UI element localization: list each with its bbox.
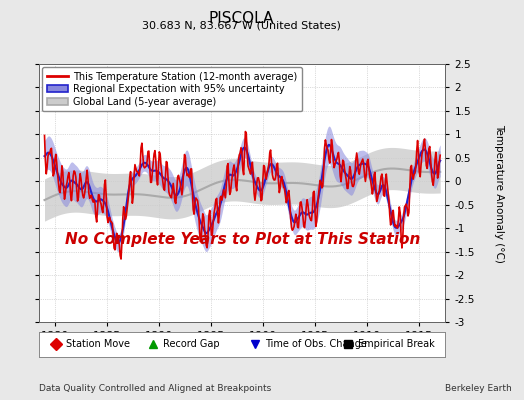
Text: PISCOLA: PISCOLA: [209, 11, 274, 26]
Text: No Complete Years to Plot at This Station: No Complete Years to Plot at This Statio…: [64, 232, 420, 247]
Text: Time of Obs. Change: Time of Obs. Change: [265, 339, 367, 350]
Legend: This Temperature Station (12-month average), Regional Expectation with 95% uncer: This Temperature Station (12-month avera…: [42, 67, 302, 112]
Text: 30.683 N, 83.667 W (United States): 30.683 N, 83.667 W (United States): [141, 21, 341, 31]
Y-axis label: Temperature Anomaly (°C): Temperature Anomaly (°C): [494, 124, 504, 262]
Text: Empirical Break: Empirical Break: [358, 339, 435, 350]
Text: Record Gap: Record Gap: [163, 339, 220, 350]
Text: Station Move: Station Move: [66, 339, 130, 350]
Text: Data Quality Controlled and Aligned at Breakpoints: Data Quality Controlled and Aligned at B…: [39, 384, 271, 393]
Text: Berkeley Earth: Berkeley Earth: [445, 384, 512, 393]
